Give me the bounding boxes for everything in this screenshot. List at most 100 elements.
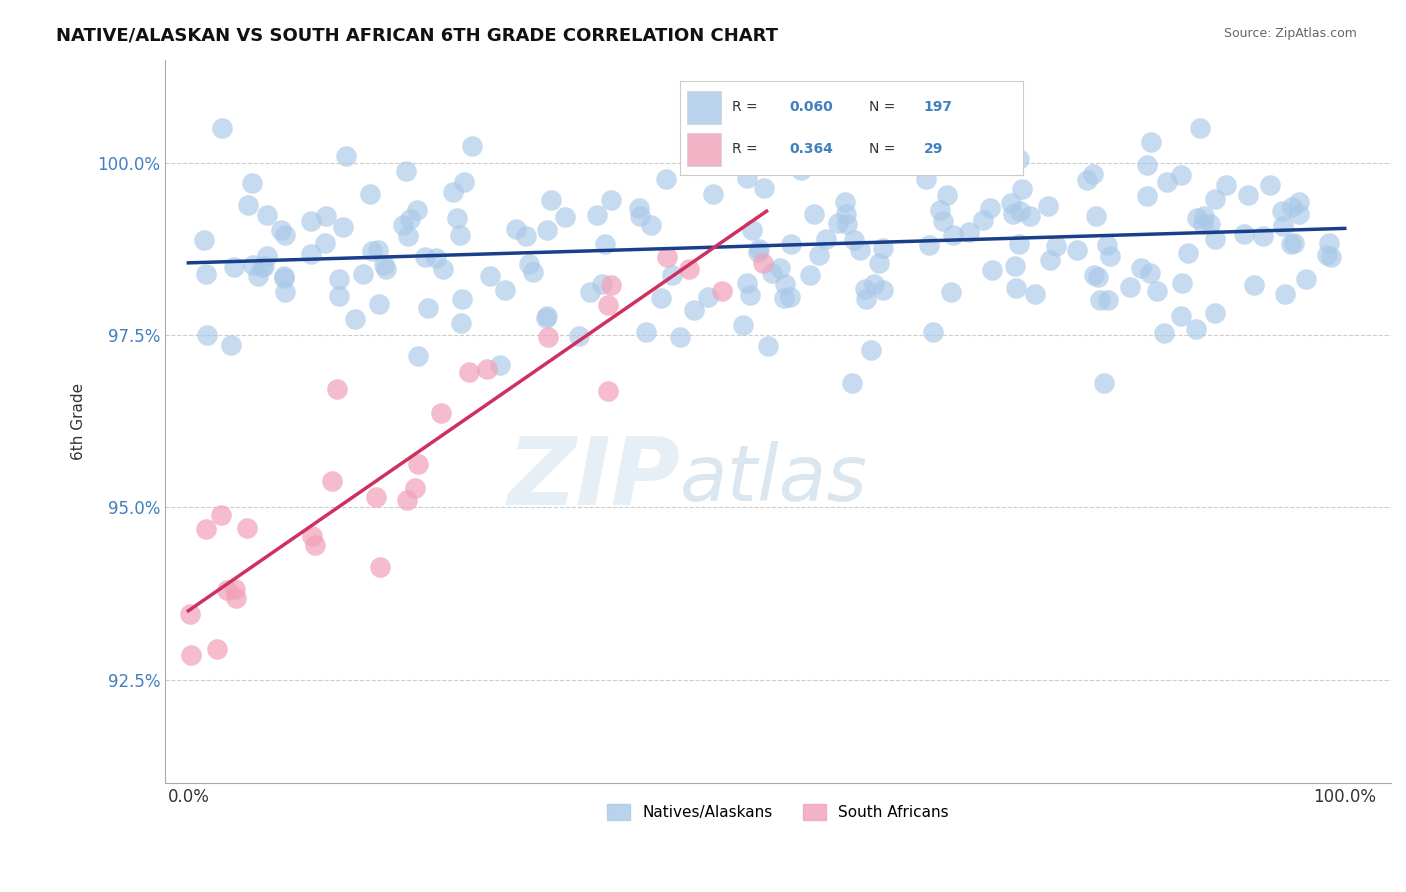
Point <box>479 269 502 284</box>
Point <box>568 329 591 343</box>
Point <box>453 175 475 189</box>
Point <box>398 212 420 227</box>
Point <box>449 227 471 242</box>
Point <box>807 248 830 262</box>
Point <box>627 201 650 215</box>
Point <box>180 648 202 663</box>
Point <box>364 490 387 504</box>
Point <box>273 268 295 283</box>
Point <box>868 256 890 270</box>
Point <box>430 406 453 420</box>
Point <box>328 271 350 285</box>
Point <box>758 339 780 353</box>
Point <box>222 260 245 274</box>
Point <box>1008 236 1031 251</box>
Point <box>841 376 863 391</box>
Point <box>979 201 1001 215</box>
Point <box>1260 178 1282 192</box>
Point <box>537 330 560 344</box>
Point <box>579 285 602 299</box>
Point <box>803 207 825 221</box>
Point <box>1281 200 1303 214</box>
Point <box>1146 284 1168 298</box>
Point <box>939 285 962 299</box>
Point <box>361 244 384 258</box>
Point <box>1085 209 1108 223</box>
Point <box>772 291 794 305</box>
Point <box>657 250 679 264</box>
Point <box>849 243 872 257</box>
Point <box>253 259 276 273</box>
Point <box>256 208 278 222</box>
Point <box>754 181 776 195</box>
Point <box>1204 192 1226 206</box>
Point <box>1004 260 1026 274</box>
Point <box>640 218 662 232</box>
Point <box>457 365 479 379</box>
Point <box>1119 279 1142 293</box>
Point <box>859 343 882 358</box>
Point <box>1153 326 1175 341</box>
Text: ZIP: ZIP <box>508 434 681 525</box>
Point <box>735 170 758 185</box>
Point <box>446 211 468 225</box>
Point <box>209 508 232 523</box>
Point <box>922 325 945 339</box>
Point <box>395 164 418 178</box>
Point <box>1170 276 1192 290</box>
Point <box>981 263 1004 277</box>
Point <box>1095 238 1118 252</box>
Text: NATIVE/ALASKAN VS SOUTH AFRICAN 6TH GRADE CORRELATION CHART: NATIVE/ALASKAN VS SOUTH AFRICAN 6TH GRAD… <box>56 27 779 45</box>
Point <box>335 148 357 162</box>
Point <box>554 210 576 224</box>
Point <box>299 246 322 260</box>
Point <box>517 257 540 271</box>
Point <box>425 251 447 265</box>
Point <box>301 529 323 543</box>
Point <box>515 228 537 243</box>
Point <box>477 361 499 376</box>
Point <box>1316 248 1339 262</box>
Point <box>737 276 759 290</box>
Point <box>1288 207 1310 221</box>
Point <box>1271 204 1294 219</box>
Point <box>1204 232 1226 246</box>
Point <box>960 128 983 142</box>
Point <box>404 481 426 495</box>
Point <box>396 492 419 507</box>
Point <box>748 242 770 256</box>
Point <box>405 202 427 217</box>
Point <box>1008 152 1031 166</box>
Point <box>1090 293 1112 308</box>
Point <box>1170 310 1192 324</box>
Point <box>432 262 454 277</box>
Point <box>505 222 527 236</box>
Point <box>236 197 259 211</box>
Point <box>219 338 242 352</box>
Point <box>655 172 678 186</box>
Point <box>1274 286 1296 301</box>
Point <box>1005 281 1028 295</box>
Point <box>1045 238 1067 252</box>
Point <box>942 227 965 242</box>
Point <box>1236 187 1258 202</box>
Point <box>224 582 246 596</box>
Point <box>1233 227 1256 242</box>
Point <box>179 607 201 622</box>
Point <box>1038 199 1060 213</box>
Point <box>321 475 343 489</box>
Point <box>1092 376 1115 391</box>
Point <box>852 153 875 167</box>
Point <box>636 325 658 339</box>
Point <box>1295 271 1317 285</box>
Point <box>242 258 264 272</box>
Point <box>217 582 239 597</box>
Point <box>328 289 350 303</box>
Point <box>461 139 484 153</box>
Point <box>270 223 292 237</box>
Point <box>489 358 512 372</box>
Point <box>761 266 783 280</box>
Point <box>1000 195 1022 210</box>
Point <box>595 236 617 251</box>
Point <box>343 312 366 326</box>
